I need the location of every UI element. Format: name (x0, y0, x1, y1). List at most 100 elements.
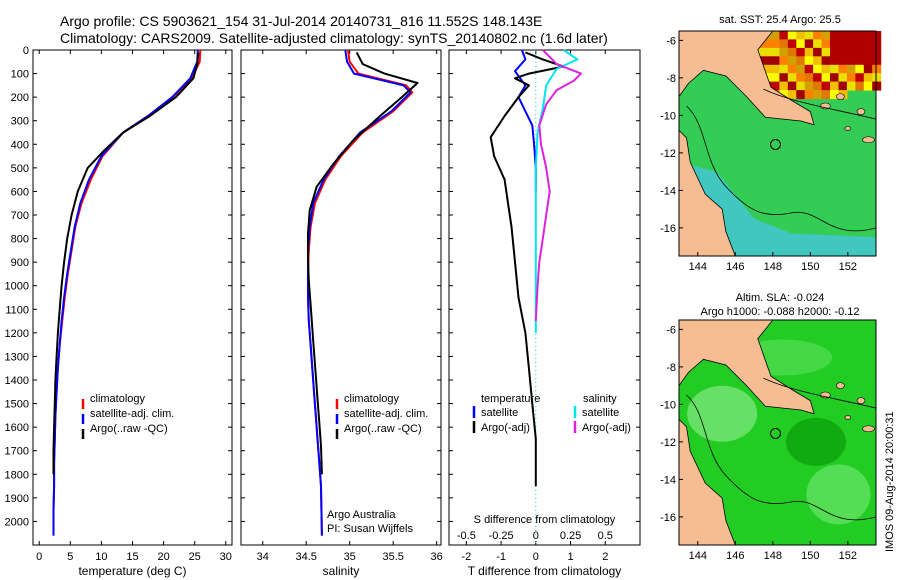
lon-tick-label: 144 (689, 261, 707, 273)
map-frame (678, 319, 877, 546)
lat-tick-label: -6 (666, 35, 676, 47)
sst-pixel (779, 31, 789, 40)
sst-pixel (821, 73, 831, 83)
sst-pixel (787, 47, 797, 57)
sst-pixel (787, 64, 797, 74)
legend-label-argo: Argo(..raw -QC) (90, 423, 168, 435)
x-tick-label: 36 (431, 551, 443, 563)
series-line-s-satellite (534, 49, 579, 333)
sst-pixel (804, 56, 814, 66)
depth-tick-label: 1600 (5, 422, 29, 434)
sst-pixel (855, 56, 865, 66)
x-tick-label: 5 (67, 551, 73, 563)
island (836, 93, 845, 100)
lat-tick-label: -10 (660, 110, 676, 122)
lat-tick-label: -16 (660, 512, 676, 524)
x-tick-label: 0 (36, 551, 42, 563)
sst-pixel (821, 56, 831, 66)
sst-pixel (762, 39, 772, 49)
sst-pixel (872, 31, 882, 40)
new-guinea-land (678, 319, 876, 415)
lon-tick-label: 148 (764, 550, 782, 562)
series-line-argo-raw-qc- (52, 52, 200, 475)
salinity-legend: climatology satellite-adj. clim. Argo(..… (327, 393, 428, 535)
sst-pixel (779, 81, 789, 91)
sst-pixel (830, 90, 839, 100)
sst-pixel (821, 90, 831, 100)
bathymetry-contour (686, 394, 877, 521)
sst-pixel (779, 47, 789, 57)
x-tick-label: 20 (157, 551, 169, 563)
sst-pixel (821, 64, 831, 74)
sst-pixel (846, 81, 856, 91)
lon-tick-label: 146 (726, 261, 744, 273)
sst-pixel (762, 47, 772, 57)
sla-high-patch (806, 464, 871, 525)
figure-title-line2: Climatology: CARS2009. Satellite-adjuste… (60, 30, 608, 46)
sst-pixel (762, 56, 772, 66)
depth-tick-label: 2000 (5, 516, 29, 528)
series-line-satellite-adj-clim- (52, 49, 199, 536)
depth-tick-label: 1700 (5, 446, 29, 458)
x-tick-label: 25 (189, 551, 201, 563)
plot-frame (448, 49, 641, 546)
salinity-annotation-line2: PI: Susan Wijffels (327, 523, 413, 535)
series-line-argo-raw-qc- (307, 51, 419, 475)
sst-pixel (846, 56, 856, 66)
lat-tick-label: -12 (660, 437, 676, 449)
legend-label-t-satellite: satellite (481, 407, 518, 419)
sst-pixel (863, 73, 873, 83)
x-axis-label: T difference from climatology (468, 564, 622, 578)
sst-pixel (787, 31, 797, 40)
sst-pixel (872, 81, 882, 91)
lat-tick-label: -16 (660, 223, 676, 235)
sst-pixel (796, 39, 806, 49)
lat-tick-label: -10 (660, 399, 676, 411)
series-line-satellite-adj-clim- (307, 49, 412, 536)
sst-pixel (804, 81, 814, 91)
sst-pixel (863, 31, 873, 40)
legend-label-climatology: climatology (90, 393, 146, 405)
sla-map-title-line2: Argo h1000: -0.088 h2000: -0.12 (700, 306, 859, 318)
map-frame (678, 30, 877, 257)
bathymetry-contour (686, 105, 877, 232)
island (844, 415, 852, 420)
depth-tick-label: 1900 (5, 493, 29, 505)
sst-pixel (838, 73, 848, 83)
temperature-panel: 0100200300400500600700800900100011001200… (5, 45, 233, 578)
sst-pixel (779, 90, 789, 100)
sst-pixel (804, 64, 814, 74)
bathymetry-contour (763, 88, 877, 120)
sst-pixel (838, 39, 848, 49)
island (856, 108, 866, 115)
sst-pixel (838, 81, 848, 91)
sst-pixel (838, 56, 848, 66)
legend-title-salinity: salinity (583, 393, 617, 405)
sst-pixel (855, 81, 865, 91)
sst-pixel (813, 47, 823, 57)
lon-tick-label: 152 (839, 261, 857, 273)
series-line-s-argo-adj- (534, 49, 582, 322)
sst-pixel (838, 47, 848, 57)
sst-pixel (796, 31, 806, 40)
sst-pixel (770, 81, 780, 91)
sst-pixel (821, 39, 831, 49)
depth-tick-label: 1500 (5, 399, 29, 411)
depth-tick-label: 900 (11, 257, 29, 269)
sst-pixel (813, 73, 823, 83)
sla-map-title-line1: Altim. SLA: -0.024 (736, 292, 825, 304)
sst-pixel (830, 47, 839, 57)
salinity-panel: 34 34.5 35 35.5 36 salinity (240, 49, 443, 578)
sst-pixel (770, 64, 780, 74)
sst-pixel (872, 47, 882, 57)
sst-pixel (796, 81, 806, 91)
sst-pixel (872, 64, 882, 74)
sst-pixel (787, 39, 797, 49)
series-line-climatology (52, 49, 202, 536)
sst-pixel (779, 64, 789, 74)
x-tick-label: 35.5 (382, 551, 403, 563)
s-tick-label: -0.5 (457, 530, 476, 542)
sst-pixel (846, 39, 856, 49)
legend-label-satellite: satellite-adj. clim. (344, 408, 428, 420)
sst-pixel (838, 31, 848, 40)
